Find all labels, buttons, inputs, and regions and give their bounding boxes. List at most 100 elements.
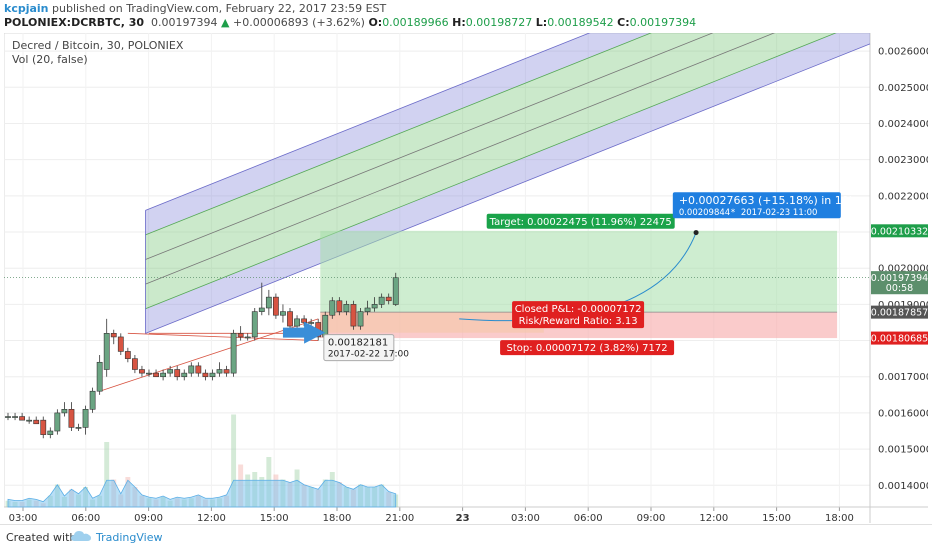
candle[interactable] — [209, 372, 216, 378]
candle[interactable] — [181, 372, 188, 378]
candle[interactable] — [223, 369, 230, 374]
candle[interactable] — [75, 427, 82, 429]
chart-frame[interactable]: 0.00140000 0.00150000 0.00160000 0.00170000… — [4, 33, 928, 523]
candle[interactable] — [54, 412, 61, 432]
candle[interactable] — [287, 311, 293, 327]
candle[interactable] — [89, 390, 96, 410]
candle[interactable] — [103, 333, 110, 370]
candle[interactable] — [258, 307, 265, 312]
candle[interactable] — [371, 304, 378, 309]
candle[interactable] — [336, 300, 343, 312]
candle[interactable] — [272, 296, 279, 316]
y-tick-label: 0.00230000 — [878, 155, 928, 166]
pitchfork-median-start — [99, 318, 319, 392]
candle[interactable] — [308, 322, 315, 324]
target-zone[interactable] — [320, 230, 838, 313]
candle[interactable] — [174, 369, 181, 378]
candle[interactable] — [230, 333, 237, 374]
y-tick-label: 0.00220000 — [878, 191, 928, 202]
candle[interactable] — [61, 409, 68, 414]
projection-sublabel-sep: * — [731, 208, 735, 218]
tradingview-link[interactable]: TradingView — [96, 531, 163, 544]
candle[interactable] — [96, 361, 103, 392]
candle[interactable] — [33, 419, 40, 425]
x-tick-label: 06:00 — [574, 513, 603, 523]
arrow-right-icon — [282, 321, 326, 344]
candle[interactable] — [117, 336, 124, 352]
candle[interactable] — [244, 336, 251, 339]
candle[interactable] — [47, 430, 54, 435]
candle[interactable] — [124, 351, 131, 359]
created-with-text: Created with — [6, 531, 77, 544]
candle[interactable] — [350, 304, 357, 327]
candle[interactable] — [294, 318, 300, 327]
y-tick-label: 0.00160000 — [878, 408, 928, 419]
high-value: 0.00198727 — [465, 16, 533, 29]
x-tick-label: 12:00 — [699, 513, 728, 523]
footer: Created with TradingView — [0, 524, 932, 551]
candle[interactable] — [132, 358, 138, 370]
y-tick-label: 0.00190000 — [878, 300, 928, 311]
low-value: 0.00189542 — [547, 16, 614, 29]
price-scale-label-text: 00:58 — [886, 283, 913, 294]
pnl-label — [512, 301, 645, 329]
candle[interactable] — [19, 416, 25, 421]
pitchfork-line — [145, 33, 652, 236]
candle[interactable] — [392, 277, 399, 305]
candle[interactable] — [40, 419, 47, 435]
high-label: H: — [452, 16, 466, 29]
x-tick-label: 03:00 — [511, 513, 540, 523]
candle[interactable] — [160, 372, 166, 378]
volume-bar — [231, 414, 237, 507]
y-tick-label: 0.00240000 — [878, 119, 928, 130]
candle[interactable] — [329, 300, 336, 316]
volume-bar — [104, 442, 110, 507]
price-chart[interactable]: 0.00140000 0.00150000 0.00160000 0.00170000… — [4, 33, 928, 523]
candle[interactable] — [153, 372, 159, 378]
candle[interactable] — [385, 296, 392, 302]
candle[interactable] — [26, 419, 33, 422]
candle[interactable] — [322, 314, 329, 338]
candle[interactable] — [343, 304, 350, 312]
pitchfork-base-line — [127, 332, 319, 341]
price-scale-label — [871, 305, 928, 319]
candle[interactable] — [5, 416, 11, 418]
candle[interactable] — [146, 372, 152, 375]
open-value: 0.00189966 — [382, 16, 449, 29]
candle[interactable] — [195, 365, 202, 374]
projection-point — [693, 230, 699, 236]
price-scale-label-text: 0.00180685 — [871, 334, 928, 345]
price-scale-label — [871, 331, 928, 345]
candle[interactable] — [280, 311, 286, 316]
candle[interactable] — [68, 409, 75, 428]
price-scale-label-text: 0.00187857 — [871, 308, 928, 319]
x-tick-label: 15:00 — [762, 513, 791, 523]
x-tick-label: 09:00 — [134, 513, 163, 523]
author-link[interactable]: kcpjain — [4, 2, 49, 15]
up-arrow-icon: ▲ — [221, 16, 230, 29]
candle[interactable] — [364, 307, 371, 312]
candle[interactable] — [216, 369, 223, 374]
candle[interactable] — [202, 372, 209, 378]
price-change: +0.00006893 (+3.62%) — [232, 16, 365, 29]
candle[interactable] — [139, 369, 145, 374]
volume-ma-area — [7, 479, 397, 508]
candle[interactable] — [167, 369, 174, 374]
symbol-info-bar: POLONIEX:DCRBTC, 30 0.00197394 ▲ +0.0000… — [4, 16, 696, 30]
candle[interactable] — [82, 409, 89, 428]
projection-sublabel-time: 2017-02-23 11:00 — [741, 208, 818, 218]
candle[interactable] — [12, 416, 18, 418]
volume-legend: Vol (20, false) — [12, 53, 88, 66]
open-label: O: — [368, 16, 383, 29]
candle[interactable] — [188, 365, 195, 374]
candle[interactable] — [378, 296, 385, 305]
candle[interactable] — [251, 311, 258, 338]
candle[interactable] — [237, 333, 244, 338]
candle[interactable] — [110, 333, 117, 338]
pitchfork-line — [145, 33, 837, 310]
symbol-name[interactable]: POLONIEX:DCRBTC, 30 — [4, 16, 145, 29]
target-label-text: Target: 0.00022475 (11.96%) 22475 — [489, 217, 672, 228]
candle[interactable] — [265, 296, 272, 309]
price-scale-label — [871, 281, 928, 295]
candle[interactable] — [357, 311, 364, 327]
